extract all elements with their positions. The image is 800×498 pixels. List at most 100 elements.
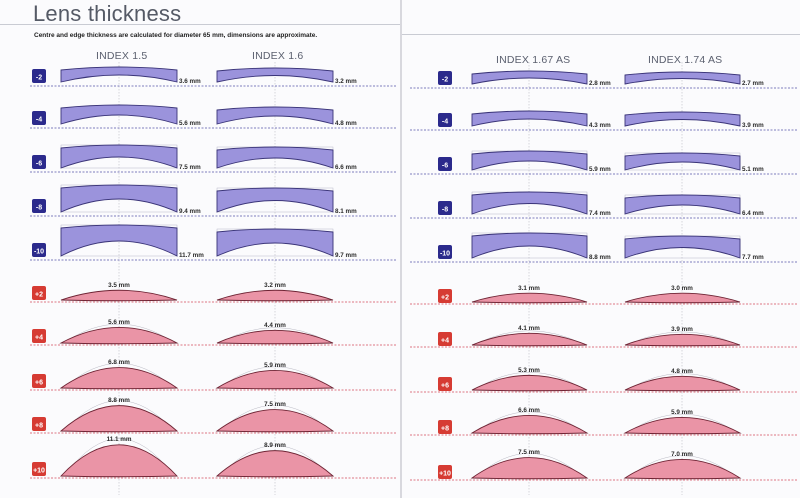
power-badge-label: +6 [441,383,449,390]
minus-lens-shape [624,152,741,171]
plus-lens-shape [623,416,742,435]
plus-lens-shape [624,292,741,304]
page-fold [400,0,402,498]
power-badge [438,465,452,479]
edge-thickness-label: 7.7 mm [742,254,764,261]
power-badge [438,289,452,303]
minus-lens-shape [216,67,334,83]
power-badge-label: -6 [442,163,448,170]
index-header-1-5: INDEX 1.5 [96,50,148,62]
power-badge [32,462,46,476]
center-thickness-label: 4.4 mm [264,322,286,329]
edge-thickness-label: 7.5 mm [179,164,201,171]
minus-lens-shape [624,111,741,127]
center-thickness-label: 7.5 mm [518,449,540,456]
edge-thickness-label: 8.8 mm [589,254,611,261]
edge-thickness-label: 5.1 mm [742,166,764,173]
power-badge [32,243,46,257]
lens-outline-ghost [628,413,737,433]
plus-lens-shape [215,450,335,478]
power-badge-label: -10 [34,249,44,256]
center-thickness-label: 5.9 mm [671,409,693,416]
edge-thickness-label: 11.7 mm [179,252,204,259]
edge-thickness-label: 6.4 mm [742,210,764,217]
edge-thickness-label: 5.6 mm [179,120,201,127]
power-badge-label: +8 [35,423,43,430]
minus-lens-shape [471,150,588,171]
power-badge [438,420,452,434]
power-badge [32,155,46,169]
plus-lens-shape [216,289,334,302]
power-badge-label: -2 [442,77,448,84]
power-badge [438,245,452,259]
minus-lens-shape [60,104,178,125]
lens-outline-ghost [475,330,584,345]
lens-outline-ghost [220,366,330,388]
minus-lens-shape [60,144,178,169]
edge-thickness-label: 2.7 mm [742,80,764,87]
minus-lens-shape [471,110,588,127]
plus-lens-shape [624,333,741,347]
minus-lens-shape [60,184,178,213]
lens-outline-ghost [475,372,584,390]
power-badge-label: +6 [35,380,43,387]
power-badge [438,332,452,346]
power-badge [32,199,46,213]
minus-lens-shape [60,224,178,257]
center-thickness-label: 3.1 mm [518,285,540,292]
index-header-1-67: INDEX 1.67 AS [496,54,571,66]
power-badge-label: -4 [36,117,42,124]
edge-thickness-label: 9.4 mm [179,208,201,215]
center-thickness-label: 3.0 mm [671,285,693,292]
plus-lens-shape [470,457,589,480]
edge-thickness-label: 9.7 mm [335,252,357,259]
center-thickness-label: 6.6 mm [518,407,540,414]
power-badge-label: -8 [442,207,448,214]
plus-lens-shape [471,332,588,347]
power-badge-label: -10 [440,251,450,258]
plus-lens-shape [216,329,334,345]
edge-thickness-label: 3.6 mm [179,78,201,85]
power-badge-label: +10 [33,468,45,475]
power-badge [32,329,46,343]
edge-thickness-label: 2.8 mm [589,80,611,87]
edge-thickness-label: 5.9 mm [589,166,611,173]
lens-outline-ghost [64,323,174,343]
index-header-1-74: INDEX 1.74 AS [648,54,723,66]
power-badge-label: +10 [439,471,451,478]
plus-lens-shape [215,409,335,433]
center-thickness-label: 11.1 mm [107,436,132,443]
power-badge [32,69,46,83]
power-badge [438,377,452,391]
center-thickness-label: 6.8 mm [108,359,130,366]
minus-lens-shape [216,228,334,257]
center-thickness-label: 3.2 mm [264,282,286,289]
minus-lens-shape [624,235,741,259]
minus-lens-shape [60,66,178,83]
power-badge-label: +2 [35,292,43,299]
edge-thickness-label: 4.8 mm [335,120,357,127]
power-badge [438,157,452,171]
center-thickness-label: 7.0 mm [671,451,693,458]
power-badge [438,71,452,85]
title-rule [0,24,400,25]
right-page-rule [402,34,800,35]
lens-outline-ghost [628,373,737,390]
minus-lens-shape [216,106,334,125]
power-badge [438,113,452,127]
minus-lens-shape [471,232,588,259]
index-header-1-6: INDEX 1.6 [252,50,304,62]
plus-lens-shape [60,289,178,302]
center-thickness-label: 3.5 mm [108,282,130,289]
power-badge-label: +2 [441,295,449,302]
minus-lens-shape [471,70,588,85]
power-badge-label: +4 [441,338,449,345]
edge-thickness-label: 6.6 mm [335,164,357,171]
edge-thickness-label: 7.4 mm [589,210,611,217]
power-badge-label: -4 [442,119,448,126]
plus-lens-shape [59,367,179,390]
edge-thickness-label: 3.2 mm [335,78,357,85]
plus-lens-shape [623,459,742,480]
plus-lens-shape [470,415,589,435]
